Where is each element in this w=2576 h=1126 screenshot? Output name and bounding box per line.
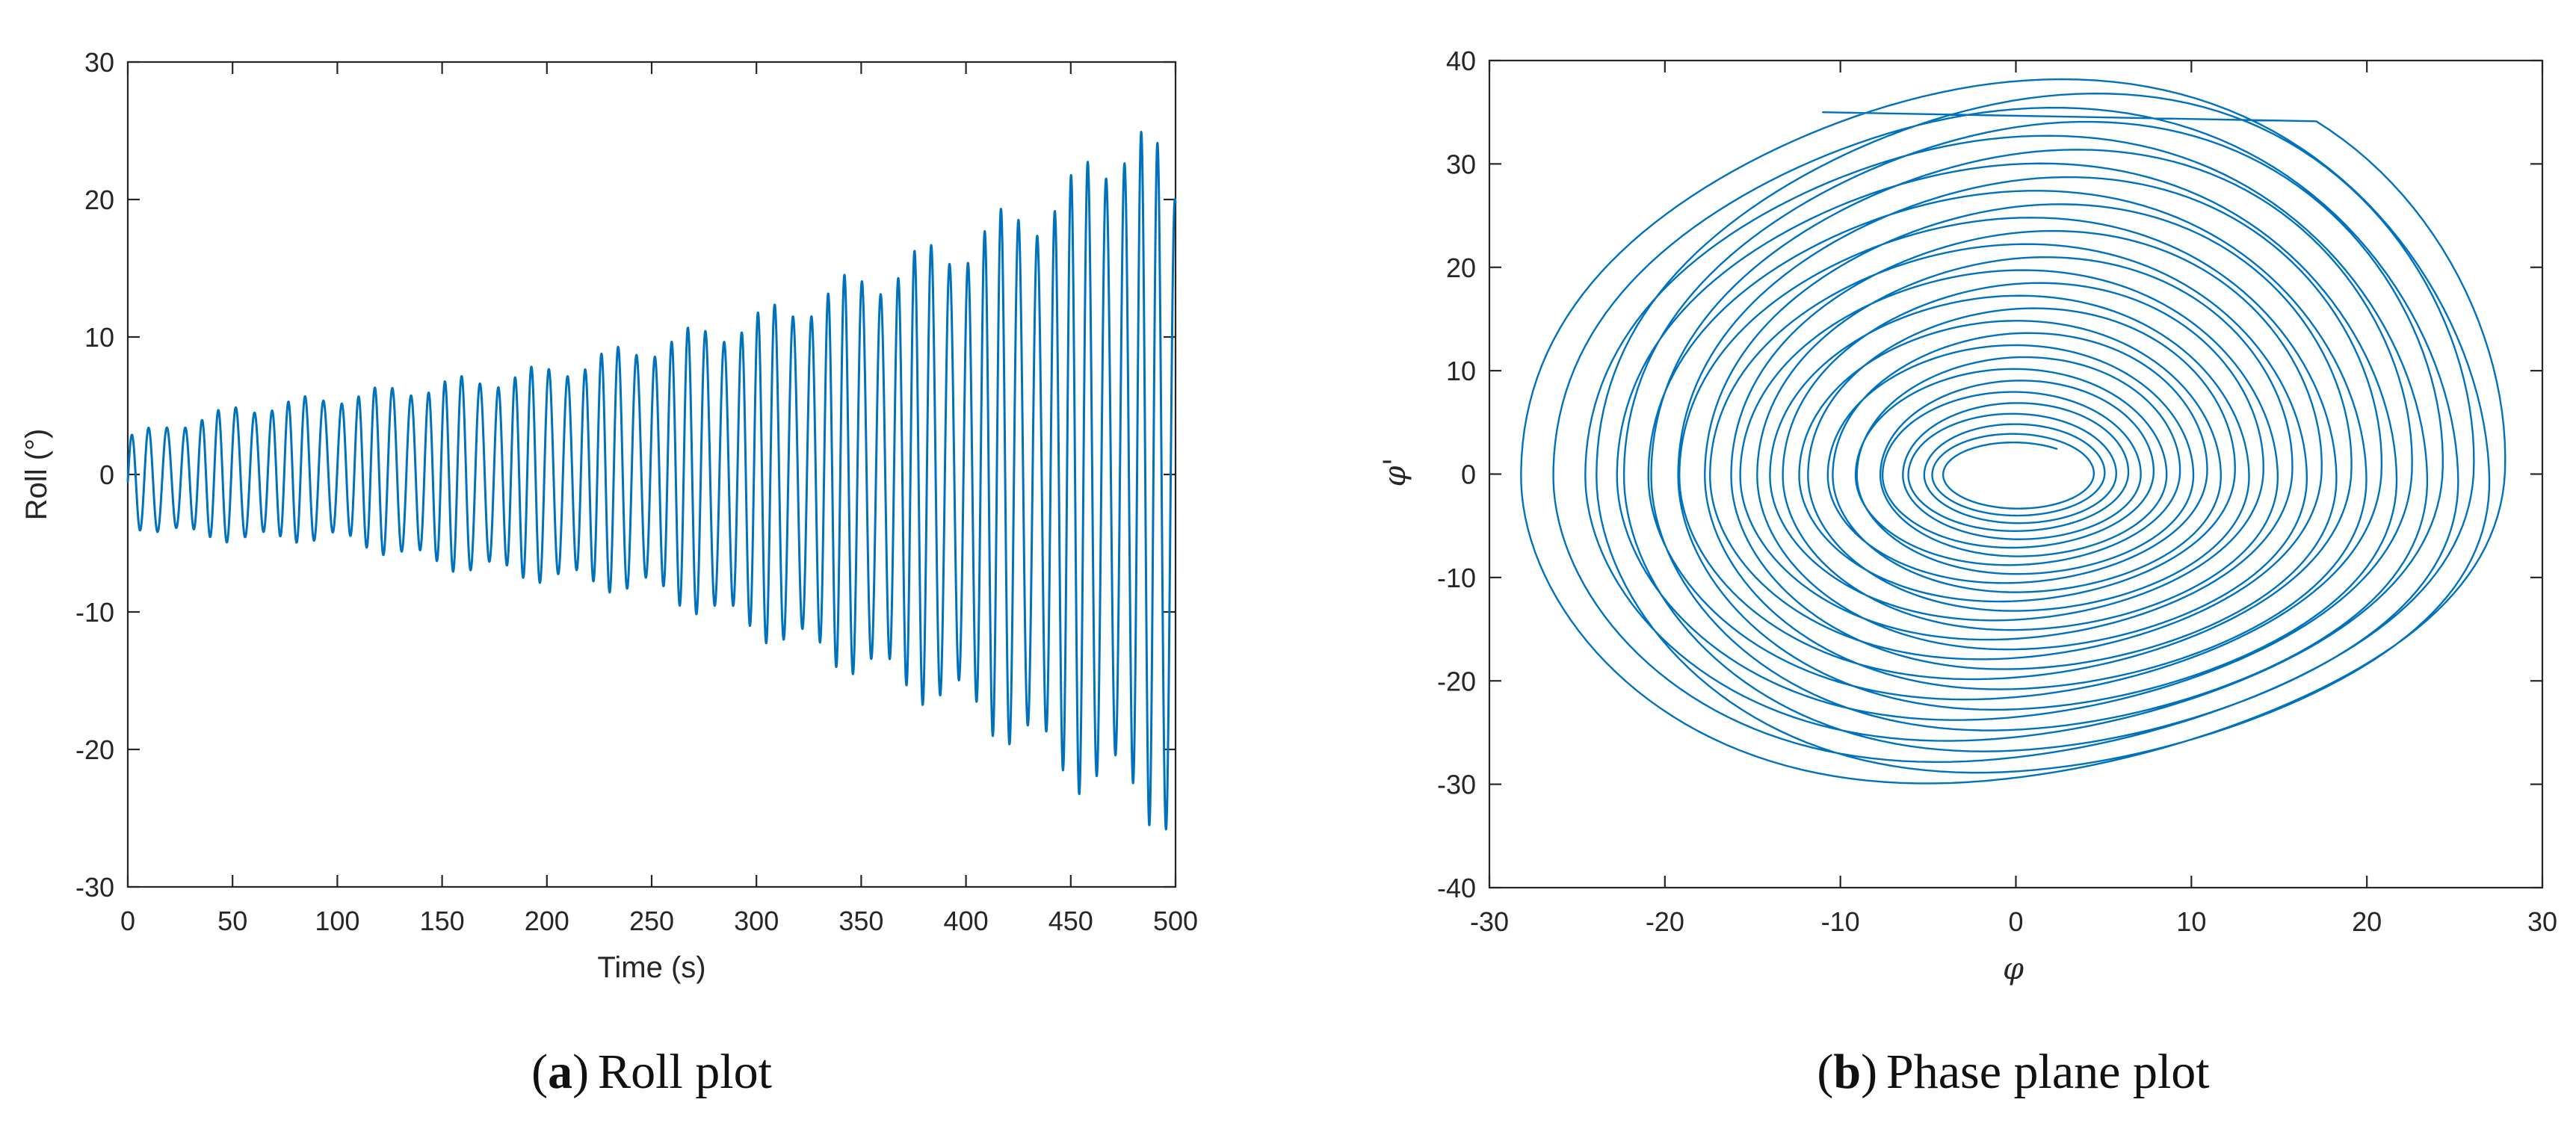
- phase-x-tick-label-4: 10: [2176, 906, 2206, 937]
- phase-y-tick-label-5: 10: [1446, 356, 1476, 386]
- roll-x-tick-label-6: 300: [734, 906, 779, 936]
- roll-x-tick-label-2: 100: [315, 906, 359, 936]
- roll-y-tick-label-4: 10: [84, 322, 114, 353]
- phase-x-tick-label-2: -10: [1821, 906, 1860, 937]
- phase-y-ticks: -40 -30 -20 -10 0 10 20 30 40: [1437, 46, 2542, 903]
- roll-y-tick-label-5: 20: [84, 185, 114, 215]
- phase-y-tick-label-1: -30: [1437, 770, 1476, 800]
- roll-y-tick-label-1: -20: [75, 734, 114, 765]
- roll-x-tick-label-1: 50: [217, 906, 247, 936]
- roll-caption: (a) Roll plot: [531, 1045, 772, 1099]
- roll-y-ticks: -30 -20 -10 0 10 20 30: [75, 47, 1176, 903]
- roll-x-tick-label-3: 150: [420, 906, 465, 936]
- roll-x-tick-label-10: 500: [1153, 906, 1198, 936]
- phase-caption: (b) Phase plane plot: [1817, 1045, 2209, 1099]
- phase-y-tick-label-0: -40: [1437, 873, 1476, 903]
- phase-y-tick-label-7: 30: [1446, 149, 1476, 179]
- roll-x-tick-label-4: 200: [525, 906, 569, 936]
- phase-caption-text: Phase plane plot: [1886, 1045, 2210, 1099]
- roll-y-tick-label-0: -30: [75, 872, 114, 903]
- phase-x-axis-label: φ: [2003, 952, 2024, 986]
- roll-caption-letter: a: [548, 1045, 572, 1099]
- roll-x-tick-label-0: 0: [120, 906, 135, 936]
- phase-y-tick-label-6: 20: [1446, 253, 1476, 283]
- roll-caption-text: Roll plot: [598, 1045, 772, 1099]
- roll-y-tick-label-6: 30: [84, 47, 114, 78]
- phase-y-tick-label-3: -10: [1437, 563, 1476, 593]
- phase-y-tick-label-4: 0: [1461, 460, 1476, 490]
- phase-x-tick-label-5: 20: [2352, 906, 2382, 937]
- phase-y-tick-label-2: -20: [1437, 666, 1476, 696]
- phase-caption-letter: b: [1833, 1045, 1861, 1099]
- roll-y-axis-label: Roll (°): [20, 429, 53, 521]
- phase-x-tick-label-6: 30: [2527, 906, 2557, 937]
- roll-x-ticks: 0 50 100 150 200 250 300 350 400 450 500: [120, 62, 1198, 936]
- roll-series-line: [126, 131, 1177, 831]
- roll-chart-panel: 0 50 100 150 200 250 300 350 400 450 500 -30-20-10…: [20, 47, 1198, 1099]
- roll-x-tick-label-5: 250: [629, 906, 674, 936]
- roll-y-tick-label-3: 0: [99, 460, 114, 490]
- roll-x-tick-label-9: 450: [1048, 906, 1093, 936]
- phase-y-axis-label: φ': [1378, 457, 1412, 486]
- phase-x-ticks: -30 -20 -10 0 10 20 30: [1470, 61, 2557, 937]
- phase-y-tick-label-8: 40: [1446, 46, 1476, 76]
- phase-series-line: [1520, 78, 2506, 785]
- roll-y-tick-label-2: -10: [75, 597, 114, 628]
- roll-x-tick-label-7: 350: [838, 906, 883, 936]
- roll-x-axis-label: Time (s): [597, 951, 705, 984]
- roll-x-tick-label-8: 400: [944, 906, 989, 936]
- phase-x-tick-label-0: -30: [1470, 906, 1509, 937]
- phase-plot-frame: [1488, 59, 2544, 889]
- phase-x-tick-label-1: -20: [1646, 906, 1684, 937]
- phase-x-tick-label-3: 0: [2008, 906, 2023, 937]
